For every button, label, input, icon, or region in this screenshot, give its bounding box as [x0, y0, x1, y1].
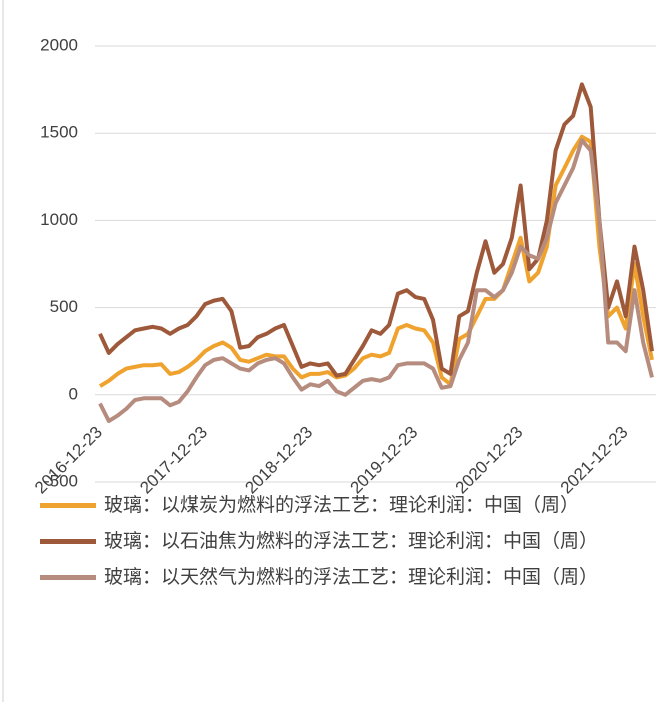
y-tick-label: 500 [50, 297, 78, 316]
x-tick-label: 2019-12-23 [346, 423, 421, 498]
y-tick-label: 0 [69, 384, 78, 403]
legend-item: 玻璃：以天然气为燃料的浮法工艺：理论利润：中国（周） [40, 562, 660, 592]
series-line [98, 82, 654, 378]
legend-label: 玻璃：以煤炭为燃料的浮法工艺：理论利润：中国（周） [104, 494, 580, 516]
y-tick-label: -500 [44, 471, 78, 490]
legend-swatch [40, 539, 96, 544]
legend-label: 玻璃：以天然气为燃料的浮法工艺：理论利润：中国（周） [104, 566, 599, 588]
legend-swatch [40, 503, 96, 508]
x-tick-label: 2020-12-23 [452, 423, 527, 498]
y-tick-label: 2000 [40, 35, 78, 54]
legend-label: 玻璃：以石油焦为燃料的浮法工艺：理论利润：中国（周） [104, 530, 599, 552]
legend: 玻璃：以煤炭为燃料的浮法工艺：理论利润：中国（周） 玻璃：以石油焦为燃料的浮法工艺… [40, 490, 660, 598]
legend-item: 玻璃：以石油焦为燃料的浮法工艺：理论利润：中国（周） [40, 526, 660, 556]
y-tick-label: 1500 [40, 123, 78, 142]
x-tick-label: 2021-12-23 [557, 423, 632, 498]
x-tick-label: 2018-12-23 [241, 423, 316, 498]
series-line [98, 134, 654, 388]
series-line [98, 138, 654, 423]
legend-swatch [40, 575, 96, 580]
x-tick-label: 2017-12-23 [136, 423, 211, 498]
legend-item: 玻璃：以煤炭为燃料的浮法工艺：理论利润：中国（周） [40, 490, 660, 520]
y-tick-label: 1000 [40, 210, 78, 229]
